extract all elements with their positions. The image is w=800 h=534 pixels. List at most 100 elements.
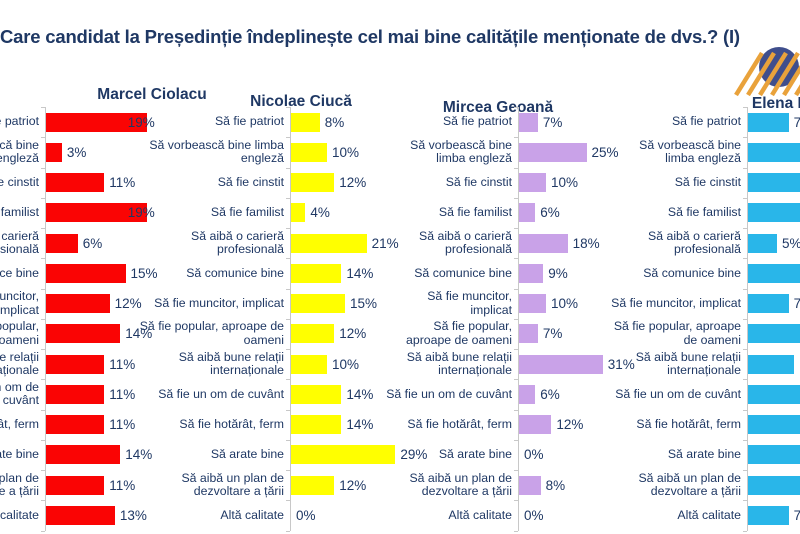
axis-line <box>290 107 291 531</box>
category-label: Să arate bine <box>210 447 284 462</box>
axis-tick <box>743 137 747 139</box>
bar <box>748 324 800 344</box>
axis-tick <box>514 379 518 381</box>
value-label: 15% <box>130 265 158 281</box>
bar <box>291 203 306 223</box>
axis-tick <box>41 197 45 199</box>
axis-tick <box>743 167 747 169</box>
axis-tick <box>743 258 747 260</box>
axis-tick <box>743 318 747 320</box>
value-label: 11% <box>109 386 136 402</box>
value-label: 6% <box>540 205 560 221</box>
category-label: Să fie familist <box>438 205 512 220</box>
axis-tick <box>286 409 290 411</box>
bar <box>748 354 795 374</box>
value-label: 14% <box>346 386 374 402</box>
value-label: 9% <box>548 265 568 281</box>
brand-logo <box>734 47 800 97</box>
bar <box>291 384 342 404</box>
category-label: Să fie popular, aproape de oameni <box>613 319 741 347</box>
value-label: 5% <box>782 235 800 251</box>
axis-tick <box>743 197 747 199</box>
category-label: Să fie muncitor, implicat <box>0 289 39 317</box>
axis-tick <box>286 318 290 320</box>
value-label: 11% <box>109 356 136 372</box>
bar <box>519 112 538 132</box>
axis-tick <box>286 228 290 229</box>
bar <box>291 445 396 465</box>
value-label: 19% <box>127 205 155 221</box>
bar <box>519 324 538 344</box>
axis-tick <box>286 167 290 169</box>
value-label: 15% <box>350 296 378 312</box>
value-label: 12% <box>339 477 367 493</box>
axis-tick <box>514 258 518 260</box>
bar <box>291 112 320 132</box>
bar <box>748 203 800 223</box>
axis-line <box>747 107 748 531</box>
value-label: 0% <box>524 447 544 463</box>
value-label: 10% <box>551 296 579 312</box>
value-label: 7% <box>793 507 800 523</box>
value-label: 12% <box>114 296 142 312</box>
logo-stripes <box>734 51 800 97</box>
category-label: Să vorbească bine limba engleză <box>410 137 512 166</box>
value-label: 18% <box>572 235 600 251</box>
category-label: Să vorbească bine limba engleză <box>639 137 741 166</box>
axis-tick <box>743 439 747 441</box>
value-label: 29% <box>400 447 428 463</box>
category-label: Să aibă bune relații internaționale <box>178 349 284 378</box>
axis-tick <box>41 530 45 532</box>
value-label: 11% <box>109 417 136 433</box>
category-label: Să fie familist <box>667 205 741 220</box>
axis-line <box>518 107 519 531</box>
value-label: 10% <box>332 144 360 160</box>
bar <box>519 203 536 223</box>
axis-tick <box>743 288 747 290</box>
bar <box>748 475 800 495</box>
category-label: Să fie muncitor, implicat <box>154 295 284 310</box>
axis-tick <box>41 288 45 290</box>
axis-tick <box>41 137 45 139</box>
category-label: Să fie un om de cuvânt <box>158 386 284 401</box>
category-label: Să aibă bune relații internaționale <box>635 349 741 378</box>
value-label: 7% <box>793 114 800 130</box>
bar <box>46 324 121 344</box>
category-label: Să aibă o carieră profesională <box>191 228 284 257</box>
axis-tick <box>41 439 45 441</box>
value-label: 6% <box>82 235 103 251</box>
axis-tick <box>743 500 747 502</box>
bar <box>291 324 335 344</box>
axis-tick <box>286 439 290 441</box>
category-label: Să arate bine <box>667 447 741 462</box>
value-label: 14% <box>346 417 374 433</box>
bar <box>748 142 800 162</box>
value-label: 3% <box>66 144 87 160</box>
value-label: 25% <box>591 144 619 160</box>
category-label: Să comunice bine <box>0 265 39 280</box>
value-label: 14% <box>346 265 374 281</box>
category-label: Să arate bine <box>438 447 512 462</box>
bar <box>748 263 800 283</box>
category-label: Să fie familist <box>0 205 39 220</box>
bar <box>748 505 789 525</box>
bar <box>46 445 121 465</box>
category-label: Altă calitate <box>220 507 284 522</box>
value-label: 7% <box>542 326 563 342</box>
axis-tick <box>743 228 747 229</box>
category-label: Să comunice bine <box>643 265 741 280</box>
axis-tick <box>41 167 45 169</box>
category-label: Să fie muncitor, implicat <box>427 289 512 317</box>
candidate-title: Marcel Ciolacu <box>97 86 207 103</box>
category-label: Să fie un om de cuvânt <box>386 386 512 401</box>
axis-tick <box>514 530 518 532</box>
bar <box>748 112 789 132</box>
category-label: Să fie patriot <box>442 114 512 129</box>
value-label: 31% <box>607 356 635 372</box>
axis-tick <box>286 470 290 471</box>
bar <box>291 173 335 193</box>
axis-tick <box>286 137 290 139</box>
value-label: 14% <box>125 447 153 463</box>
bar <box>46 384 105 404</box>
value-label: 10% <box>551 175 579 191</box>
